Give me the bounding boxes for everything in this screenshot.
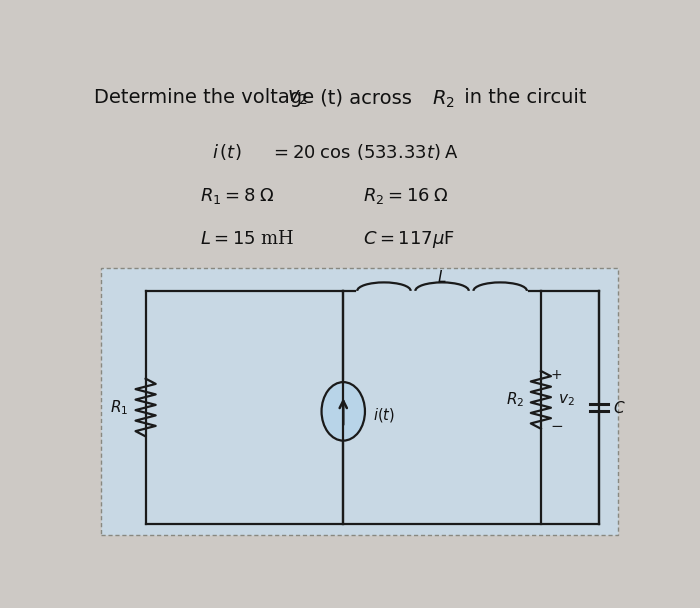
Text: $L = 15$ mH: $L = 15$ mH <box>200 230 295 248</box>
Text: $v_2$: $v_2$ <box>558 392 575 408</box>
Text: $R_2 = 16\;\Omega$: $R_2 = 16\;\Omega$ <box>363 186 449 206</box>
Text: $= 20\;\cos\,(533.33t)\;\mathrm{A}$: $= 20\;\cos\,(533.33t)\;\mathrm{A}$ <box>270 142 458 162</box>
Text: $v_2$: $v_2$ <box>288 88 308 108</box>
Text: $R_2$: $R_2$ <box>505 390 524 409</box>
Text: $i\,(t)$: $i\,(t)$ <box>211 142 241 162</box>
Text: $-$: $-$ <box>550 417 564 432</box>
Text: $L$: $L$ <box>438 269 447 285</box>
FancyBboxPatch shape <box>102 268 618 535</box>
Text: Determine the voltage: Determine the voltage <box>94 88 320 108</box>
Ellipse shape <box>321 382 365 441</box>
Text: $R_1 = 8\;\Omega$: $R_1 = 8\;\Omega$ <box>200 186 274 206</box>
Text: $+$: $+$ <box>550 368 562 382</box>
Text: in the circuit: in the circuit <box>458 88 587 108</box>
Text: $i(t)$: $i(t)$ <box>372 406 395 424</box>
Text: (t) across: (t) across <box>314 88 418 108</box>
Text: $R_2$: $R_2$ <box>433 88 455 109</box>
Text: $R_1$: $R_1$ <box>111 398 129 417</box>
Text: $C$: $C$ <box>613 399 626 415</box>
Text: $C = 117\mu\mathrm{F}$: $C = 117\mu\mathrm{F}$ <box>363 229 454 250</box>
